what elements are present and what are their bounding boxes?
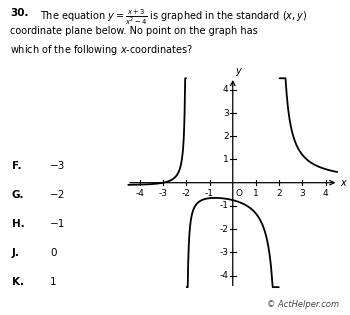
Text: which of the following $x$-coordinates?: which of the following $x$-coordinates? — [10, 43, 194, 57]
Text: F.: F. — [12, 161, 22, 171]
Text: 4: 4 — [223, 85, 229, 94]
Text: −3: −3 — [50, 161, 65, 171]
Text: 4: 4 — [323, 189, 328, 198]
Text: -1: -1 — [219, 201, 229, 210]
Text: 2: 2 — [223, 132, 229, 141]
Text: 2: 2 — [276, 189, 282, 198]
Text: -3: -3 — [219, 248, 229, 257]
Text: −2: −2 — [50, 190, 65, 200]
Text: © ActHelper.com: © ActHelper.com — [267, 300, 339, 309]
Text: y: y — [236, 66, 241, 76]
Text: 1: 1 — [223, 155, 229, 164]
Text: O: O — [236, 189, 243, 198]
Text: -2: -2 — [220, 225, 229, 234]
Text: K.: K. — [12, 277, 24, 287]
Text: 3: 3 — [300, 189, 305, 198]
Text: The equation $y = \frac{x+3}{x^2-4}$ is graphed in the standard $(x,y)$: The equation $y = \frac{x+3}{x^2-4}$ is … — [40, 8, 308, 27]
Text: −1: −1 — [50, 219, 65, 229]
Text: 1: 1 — [50, 277, 57, 287]
Text: -1: -1 — [205, 189, 214, 198]
Text: -4: -4 — [220, 271, 229, 280]
Text: H.: H. — [12, 219, 24, 229]
Text: coordinate plane below. No point on the graph has: coordinate plane below. No point on the … — [10, 26, 258, 36]
Text: 30.: 30. — [10, 8, 29, 18]
Text: G.: G. — [12, 190, 24, 200]
Text: 1: 1 — [253, 189, 259, 198]
Text: -3: -3 — [159, 189, 168, 198]
Text: 0: 0 — [50, 248, 56, 258]
Text: J.: J. — [12, 248, 20, 258]
Text: 3: 3 — [223, 109, 229, 117]
Text: -2: -2 — [182, 189, 191, 198]
Text: -4: -4 — [135, 189, 144, 198]
Text: x: x — [340, 178, 346, 188]
